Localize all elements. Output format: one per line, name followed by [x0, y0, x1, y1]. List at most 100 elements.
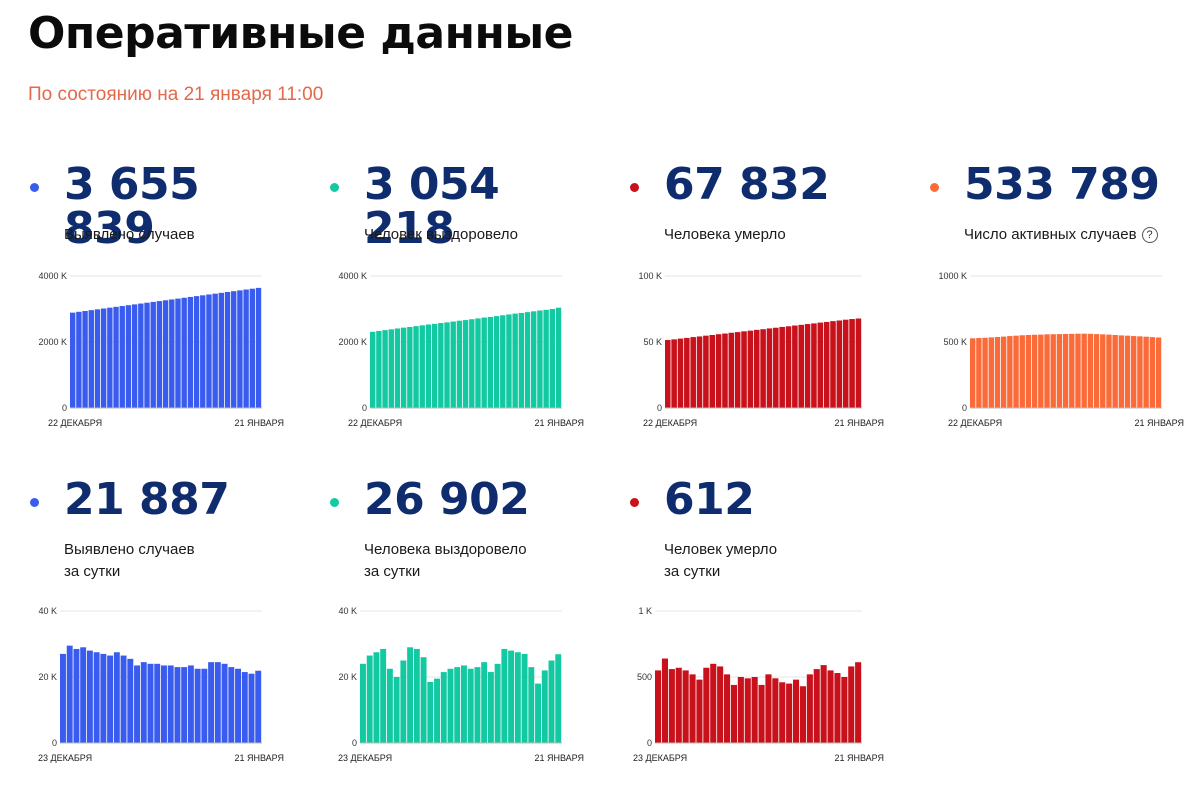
bullet-dot-icon — [630, 183, 639, 192]
chart-bar — [512, 313, 518, 408]
chart-bar — [535, 683, 541, 743]
chart-bar — [682, 670, 689, 743]
chart-bar — [1044, 334, 1050, 408]
chart-bar — [147, 663, 154, 743]
x-start-label: 23 ДЕКАБРЯ — [338, 753, 392, 763]
chart-bar — [88, 310, 94, 408]
chart-bar — [360, 663, 366, 743]
chart-bar — [785, 326, 792, 408]
y-tick-label: 0 — [352, 738, 357, 748]
chart-bar — [255, 670, 262, 743]
chart-bar — [836, 320, 843, 408]
chart-bar — [161, 665, 167, 743]
chart-bar — [543, 309, 549, 408]
y-tick-label: 20 K — [338, 672, 357, 682]
chart-bar — [212, 293, 218, 408]
chart-bar — [675, 667, 682, 743]
chart-bar — [506, 314, 512, 408]
chart-bar — [107, 655, 114, 743]
stat-card: 21 887 Выявлено случаев за сутки — [30, 475, 300, 580]
y-tick-label: 0 — [647, 738, 652, 748]
chart-bar — [218, 292, 225, 408]
chart-bar — [419, 325, 425, 408]
chart-bar — [709, 335, 716, 408]
chart-bar — [221, 663, 228, 743]
chart-bar — [235, 668, 241, 743]
chart-bar — [1131, 336, 1137, 408]
chart-bar — [413, 326, 419, 408]
chart-bar — [249, 288, 256, 408]
chart-bar — [200, 295, 206, 408]
chart-bar — [531, 311, 537, 408]
stat-value: 21 887 — [64, 474, 230, 525]
chart-bar — [793, 679, 800, 743]
chart-bar — [508, 650, 515, 743]
y-tick-label: 500 — [637, 672, 652, 682]
stat-label-line2: за сутки — [64, 563, 121, 580]
chart-bar — [811, 323, 817, 408]
chart-bar — [237, 290, 243, 408]
x-start-label: 23 ДЕКАБРЯ — [38, 753, 92, 763]
chart-bar — [144, 302, 150, 408]
y-tick-label: 4000 K — [38, 271, 67, 281]
chart-bar — [988, 337, 994, 408]
chart-bar — [1100, 334, 1106, 408]
chart-bar — [201, 668, 208, 743]
chart-bar — [728, 332, 735, 408]
stat-card: 612 Человек умерло за сутки — [630, 475, 900, 580]
chart-bar — [766, 328, 773, 408]
chart-bar — [382, 330, 388, 408]
chart-bar — [214, 662, 221, 743]
chart-bar — [481, 662, 488, 743]
chart-bar — [1075, 333, 1081, 408]
chart-bar — [665, 340, 671, 408]
bullet-dot-icon — [330, 498, 339, 507]
chart-bar — [734, 332, 741, 408]
stat-value: 67 832 — [664, 159, 830, 210]
chart-bar — [454, 667, 461, 743]
chart-bar — [438, 323, 444, 408]
chart-bar — [169, 299, 175, 408]
chart-bar — [976, 338, 982, 408]
x-end-label: 21 ЯНВАРЯ — [234, 753, 284, 763]
chart-bar — [80, 647, 87, 743]
chart-bar — [1124, 335, 1131, 408]
chart-bar — [393, 677, 400, 743]
chart-bar — [804, 324, 811, 408]
stat-value: 3 054 218 — [364, 159, 500, 254]
chart-bar — [154, 663, 161, 743]
chart-bar — [1143, 336, 1149, 408]
chart-bar — [134, 665, 140, 743]
chart-bar — [779, 682, 786, 743]
chart-bar — [737, 677, 744, 743]
chart-bar — [722, 333, 728, 408]
chart-bar — [187, 296, 194, 408]
chart-bar — [1056, 334, 1063, 408]
stat-label-line1: Человека выздоровело — [364, 541, 527, 558]
stat-label: Выявлено случаев за сутки — [64, 539, 195, 583]
y-tick-label: 1 K — [638, 606, 652, 616]
chart-bar — [668, 669, 675, 743]
chart-bar — [187, 665, 194, 743]
chart-bar — [444, 322, 450, 408]
chart-bar — [467, 668, 474, 743]
chart-bar — [773, 327, 779, 408]
chart-bar — [772, 678, 779, 743]
bullet-dot-icon — [30, 183, 39, 192]
chart-bar — [1013, 335, 1019, 408]
chart-bar — [744, 678, 751, 743]
chart-bar — [501, 648, 508, 743]
y-tick-label: 50 K — [643, 337, 662, 347]
page-subtitle: По состоянию на 21 января 11:00 — [28, 84, 324, 105]
chart-bar — [671, 339, 677, 408]
info-icon[interactable]: ? — [1141, 227, 1158, 243]
bar-chart: 4000 K 2000 K 0 22 ДЕКАБРЯ 21 ЯНВАРЯ — [338, 271, 584, 428]
bullet-dot-icon — [930, 183, 939, 192]
x-start-label: 22 ДЕКАБРЯ — [643, 418, 697, 428]
stat-card: 26 902 Человека выздоровело за сутки — [330, 475, 600, 580]
chart-bar — [400, 327, 407, 408]
chart-bar — [834, 673, 841, 743]
chart-bar — [1038, 334, 1044, 408]
chart-bar — [677, 338, 684, 408]
chart-bar — [370, 331, 376, 408]
